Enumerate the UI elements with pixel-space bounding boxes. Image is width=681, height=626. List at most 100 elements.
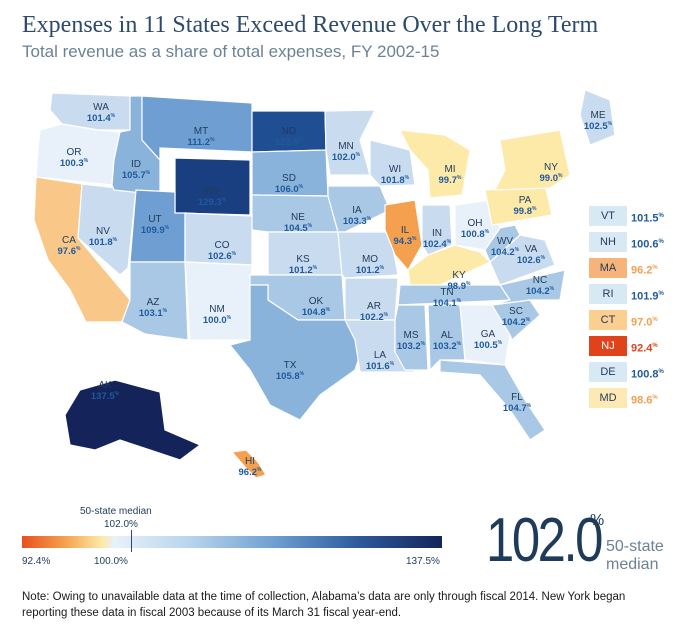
state-value-ia: 103.3% xyxy=(343,216,372,227)
state-ms xyxy=(394,304,429,371)
ne-row-nj: NJ 92.4% xyxy=(589,336,675,356)
ne-row-md: MD 98.6% xyxy=(589,388,675,408)
ne-abbr-nh: NH xyxy=(589,232,627,252)
state-value-il: 94.3% xyxy=(394,236,418,247)
state-abbr-ms: MS xyxy=(404,330,419,341)
ne-row-nh: NH 100.6% xyxy=(589,232,675,252)
ne-value-vt: 101.5% xyxy=(631,212,664,225)
state-fl xyxy=(439,359,546,441)
ne-abbr-ma: MA xyxy=(589,258,627,278)
state-abbr-wv: WV xyxy=(497,236,513,247)
median-big-value: 102.0 xyxy=(486,506,603,575)
ne-value-de: 100.8% xyxy=(631,368,664,381)
state-value-va: 102.6% xyxy=(517,255,546,266)
state-abbr-or: OR xyxy=(67,147,82,158)
state-abbr-la: LA xyxy=(374,350,387,361)
state-wi xyxy=(369,139,416,187)
state-value-tx: 105.8% xyxy=(276,371,305,382)
state-abbr-ne: NE xyxy=(291,212,305,223)
state-abbr-wi: WI xyxy=(389,164,401,175)
state-value-nv: 101.8% xyxy=(89,237,118,248)
ne-value-ri: 101.9% xyxy=(631,290,664,303)
state-mo xyxy=(337,231,399,279)
state-value-al: 103.2% xyxy=(433,341,462,352)
state-value-me: 102.5% xyxy=(584,121,613,132)
state-abbr-nd: ND xyxy=(282,126,296,137)
state-value-in: 102.4% xyxy=(423,239,452,250)
state-value-oh: 100.8% xyxy=(461,229,490,240)
state-abbr-in: IN xyxy=(432,228,442,239)
state-abbr-pa: PA xyxy=(519,195,532,206)
state-abbr-ca: CA xyxy=(62,235,76,246)
state-abbr-oh: OH xyxy=(468,218,483,229)
state-abbr-nv: NV xyxy=(96,226,110,237)
state-mt xyxy=(141,95,253,162)
state-value-co: 102.6% xyxy=(208,251,237,262)
ne-abbr-vt: VT xyxy=(589,206,627,226)
ne-value-ct: 97.0% xyxy=(631,316,658,329)
ne-value-nj: 92.4% xyxy=(631,342,658,355)
state-abbr-me: ME xyxy=(591,110,606,121)
state-ny xyxy=(494,129,571,191)
state-value-ne: 104.5% xyxy=(284,223,313,234)
state-value-ak: 137.5% xyxy=(91,391,120,402)
state-abbr-mi: MI xyxy=(444,164,455,175)
state-abbr-hi: HI xyxy=(245,456,255,467)
state-abbr-ut: UT xyxy=(148,214,161,225)
state-ak xyxy=(64,379,202,461)
state-value-ms: 103.2% xyxy=(397,341,426,352)
median-caption: 50-state median xyxy=(606,538,664,573)
ne-abbr-ct: CT xyxy=(589,310,627,330)
state-value-ar: 102.2% xyxy=(360,312,389,323)
ne-row-ri: RI 101.9% xyxy=(589,284,675,304)
state-abbr-wy: WY xyxy=(204,186,220,197)
page-subtitle: Total revenue as a share of total expens… xyxy=(22,42,440,61)
state-nm xyxy=(184,261,253,341)
state-abbr-sd: SD xyxy=(282,173,296,184)
state-value-az: 103.1% xyxy=(139,308,168,319)
state-wv xyxy=(484,224,521,264)
state-al xyxy=(427,304,466,372)
state-abbr-id: ID xyxy=(131,159,141,170)
ne-value-ma: 96.2% xyxy=(631,264,658,277)
state-value-ca: 97.6% xyxy=(58,246,82,257)
state-value-tn: 104.1% xyxy=(433,298,462,309)
median-percent-sign: % xyxy=(590,512,605,529)
state-abbr-nc: NC xyxy=(533,275,547,286)
legend-mid-label: 100.0% xyxy=(94,556,128,567)
state-value-mn: 102.0% xyxy=(332,152,361,163)
state-abbr-va: VA xyxy=(525,244,538,255)
state-abbr-wa: WA xyxy=(93,102,109,113)
ne-value-md: 98.6% xyxy=(631,394,658,407)
state-labels: WA101.4%OR100.3%CA97.6%NV101.8%ID105.7%M… xyxy=(58,102,613,478)
state-value-nd: 122.9% xyxy=(275,137,304,148)
footnote: Note: Owing to unavailable data at the t… xyxy=(22,591,626,619)
state-abbr-ak: AK xyxy=(98,380,112,391)
state-abbr-ok: OK xyxy=(309,296,324,307)
state-abbr-nm: NM xyxy=(209,304,225,315)
state-abbr-ky: KY xyxy=(452,270,466,281)
state-abbr-mt: MT xyxy=(194,126,208,137)
state-value-wy: 129.3% xyxy=(198,197,227,208)
state-value-ut: 109.9% xyxy=(141,225,170,236)
state-value-ks: 101.2% xyxy=(289,265,318,276)
legend-median-value: 102.0% xyxy=(104,519,138,530)
state-abbr-co: CO xyxy=(215,240,230,251)
state-ky xyxy=(407,244,492,286)
state-value-sd: 106.0% xyxy=(275,184,304,195)
legend-color-bar xyxy=(22,536,442,548)
state-abbr-mo: MO xyxy=(362,254,378,265)
state-ga xyxy=(459,304,511,366)
legend-median-caption: 50-state median xyxy=(80,506,152,517)
state-value-or: 100.3% xyxy=(60,158,89,169)
ne-row-ct: CT 97.0% xyxy=(589,310,675,330)
state-abbr-ga: GA xyxy=(481,329,496,340)
state-shapes xyxy=(33,89,616,479)
state-abbr-mn: MN xyxy=(338,141,354,152)
state-value-mi: 99.7% xyxy=(439,175,463,186)
legend-median-tick xyxy=(131,530,132,552)
state-value-nm: 100.0% xyxy=(203,315,232,326)
state-me xyxy=(579,89,616,146)
state-value-hi: 96.2% xyxy=(239,467,263,478)
